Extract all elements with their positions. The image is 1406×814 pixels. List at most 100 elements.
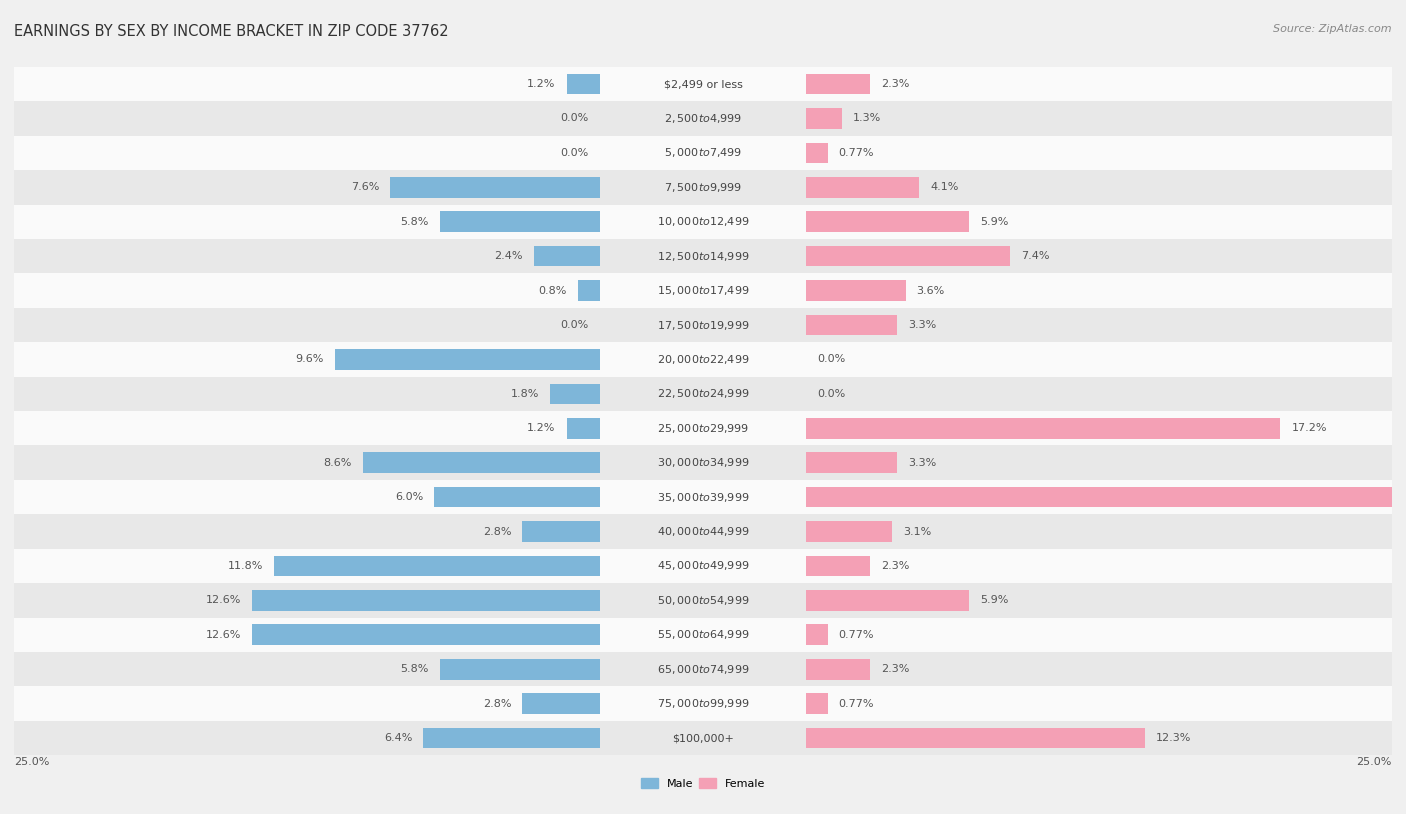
Text: $50,000 to $54,999: $50,000 to $54,999 [657, 594, 749, 607]
Bar [440, 212, 599, 232]
Bar [274, 556, 599, 576]
Text: 12.6%: 12.6% [207, 595, 242, 606]
Bar [807, 280, 905, 301]
Text: $17,500 to $19,999: $17,500 to $19,999 [657, 318, 749, 331]
Bar [14, 549, 1392, 583]
Text: EARNINGS BY SEX BY INCOME BRACKET IN ZIP CODE 37762: EARNINGS BY SEX BY INCOME BRACKET IN ZIP… [14, 24, 449, 39]
Bar [523, 521, 599, 542]
Bar [523, 694, 599, 714]
Text: $40,000 to $44,999: $40,000 to $44,999 [657, 525, 749, 538]
Bar [567, 418, 599, 439]
Text: 12.3%: 12.3% [1156, 733, 1192, 743]
Text: 9.6%: 9.6% [295, 354, 323, 365]
Bar [807, 590, 969, 610]
Text: $35,000 to $39,999: $35,000 to $39,999 [657, 491, 749, 504]
Text: 0.0%: 0.0% [817, 389, 845, 399]
Bar [807, 315, 897, 335]
Text: 0.0%: 0.0% [561, 113, 589, 124]
Text: 0.0%: 0.0% [561, 148, 589, 158]
Text: 0.77%: 0.77% [838, 698, 875, 709]
Text: 1.2%: 1.2% [527, 423, 555, 433]
Bar [14, 686, 1392, 721]
Bar [807, 487, 1406, 507]
Text: $25,000 to $29,999: $25,000 to $29,999 [657, 422, 749, 435]
Text: 2.8%: 2.8% [484, 698, 512, 709]
Text: $30,000 to $34,999: $30,000 to $34,999 [657, 456, 749, 469]
Text: 5.9%: 5.9% [980, 595, 1008, 606]
Text: $22,500 to $24,999: $22,500 to $24,999 [657, 387, 749, 400]
Text: 0.77%: 0.77% [838, 148, 875, 158]
Text: $65,000 to $74,999: $65,000 to $74,999 [657, 663, 749, 676]
Bar [14, 583, 1392, 618]
Bar [14, 67, 1392, 101]
Bar [14, 308, 1392, 342]
Bar [14, 445, 1392, 480]
Text: 1.3%: 1.3% [853, 113, 882, 124]
Text: 2.8%: 2.8% [484, 527, 512, 536]
Text: $75,000 to $99,999: $75,000 to $99,999 [657, 697, 749, 710]
Text: $55,000 to $64,999: $55,000 to $64,999 [657, 628, 749, 641]
Bar [253, 590, 599, 610]
Bar [807, 694, 828, 714]
Text: 12.6%: 12.6% [207, 630, 242, 640]
Text: 11.8%: 11.8% [228, 561, 263, 571]
Bar [423, 728, 599, 748]
Text: 1.2%: 1.2% [527, 79, 555, 89]
Text: $2,500 to $4,999: $2,500 to $4,999 [664, 112, 742, 125]
Text: $45,000 to $49,999: $45,000 to $49,999 [657, 559, 749, 572]
Text: 0.0%: 0.0% [561, 320, 589, 330]
Text: 8.6%: 8.6% [323, 457, 352, 468]
Bar [14, 101, 1392, 136]
Legend: Male, Female: Male, Female [637, 773, 769, 793]
Text: $7,500 to $9,999: $7,500 to $9,999 [664, 181, 742, 194]
Bar [14, 170, 1392, 204]
Bar [807, 728, 1146, 748]
Text: 2.3%: 2.3% [880, 664, 910, 674]
Text: 2.3%: 2.3% [880, 79, 910, 89]
Text: 2.3%: 2.3% [880, 561, 910, 571]
Text: 3.3%: 3.3% [908, 457, 936, 468]
Bar [807, 246, 1011, 266]
Text: 5.8%: 5.8% [401, 664, 429, 674]
Bar [14, 377, 1392, 411]
Bar [807, 142, 828, 164]
Text: 4.1%: 4.1% [931, 182, 959, 192]
Bar [807, 521, 891, 542]
Text: 2.4%: 2.4% [494, 252, 523, 261]
Bar [807, 418, 1281, 439]
Bar [14, 411, 1392, 445]
Text: $2,499 or less: $2,499 or less [664, 79, 742, 89]
Bar [14, 239, 1392, 274]
Bar [14, 652, 1392, 686]
Text: 7.4%: 7.4% [1021, 252, 1050, 261]
Text: 7.6%: 7.6% [352, 182, 380, 192]
Text: 17.2%: 17.2% [1291, 423, 1327, 433]
Bar [567, 74, 599, 94]
Bar [253, 624, 599, 646]
Bar [363, 453, 599, 473]
Text: 3.1%: 3.1% [903, 527, 931, 536]
Text: $10,000 to $12,499: $10,000 to $12,499 [657, 215, 749, 228]
Bar [807, 624, 828, 646]
Bar [533, 246, 599, 266]
Bar [807, 659, 870, 680]
Text: 6.0%: 6.0% [395, 492, 423, 502]
Text: 0.77%: 0.77% [838, 630, 875, 640]
Text: $20,000 to $22,499: $20,000 to $22,499 [657, 353, 749, 366]
Bar [14, 274, 1392, 308]
Bar [807, 453, 897, 473]
Bar [391, 177, 599, 198]
Bar [335, 349, 599, 370]
Text: 1.8%: 1.8% [510, 389, 538, 399]
Bar [14, 618, 1392, 652]
Text: $5,000 to $7,499: $5,000 to $7,499 [664, 147, 742, 160]
Text: $100,000+: $100,000+ [672, 733, 734, 743]
Text: 25.0%: 25.0% [1357, 757, 1392, 767]
Text: 3.3%: 3.3% [908, 320, 936, 330]
Bar [807, 74, 870, 94]
Bar [807, 108, 842, 129]
Bar [14, 136, 1392, 170]
Text: $12,500 to $14,999: $12,500 to $14,999 [657, 250, 749, 263]
Text: $15,000 to $17,499: $15,000 to $17,499 [657, 284, 749, 297]
Text: 0.8%: 0.8% [538, 286, 567, 295]
